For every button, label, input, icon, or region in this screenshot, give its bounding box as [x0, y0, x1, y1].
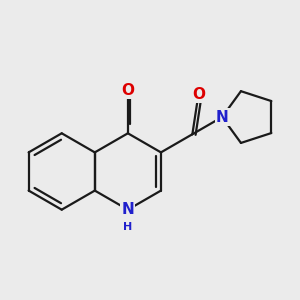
- Text: O: O: [192, 87, 205, 102]
- Text: N: N: [122, 202, 134, 217]
- Text: O: O: [122, 83, 134, 98]
- Text: N: N: [216, 110, 229, 124]
- Text: H: H: [123, 222, 133, 232]
